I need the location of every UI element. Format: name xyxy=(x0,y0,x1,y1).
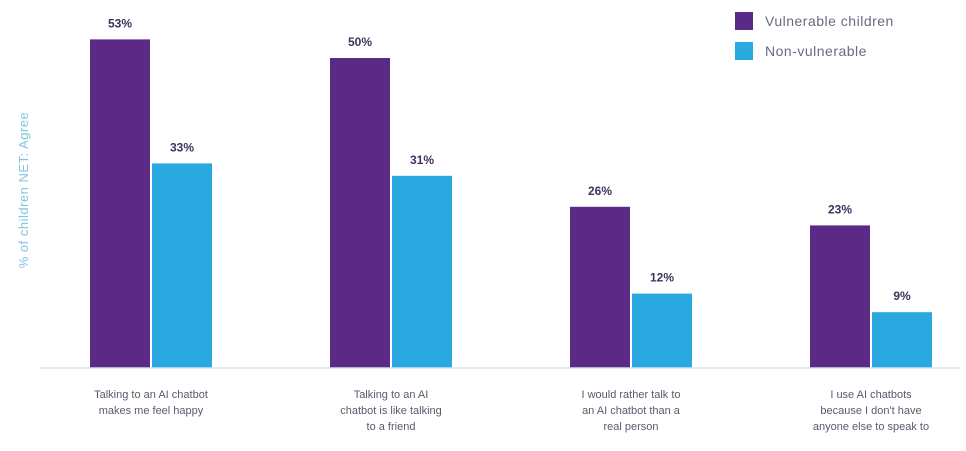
value-label-vulnerable-1: 53% xyxy=(108,16,132,30)
legend: Vulnerable children Non-vulnerable xyxy=(735,12,894,60)
bar-vulnerable-3 xyxy=(570,206,630,368)
value-label-non-vulnerable-4: 9% xyxy=(893,289,911,303)
legend-swatch-2 xyxy=(735,42,753,60)
value-label-vulnerable-2: 50% xyxy=(348,35,372,49)
category-label-3-line-1: I would rather talk to xyxy=(581,389,680,401)
category-label-4-line-3: anyone else to speak to xyxy=(813,421,929,433)
value-label-non-vulnerable-2: 31% xyxy=(410,153,434,167)
bar-vulnerable-1 xyxy=(90,39,150,369)
category-label-1-line-2: makes me feel happy xyxy=(99,405,204,417)
category-label-2-line-1: Talking to an AI xyxy=(354,389,429,401)
bar-non-vulnerable-2 xyxy=(392,175,452,368)
value-label-non-vulnerable-1: 33% xyxy=(170,140,194,154)
legend-swatch-1 xyxy=(735,12,753,30)
category-label-3-line-2: an AI chatbot than a xyxy=(582,405,681,417)
value-label-vulnerable-3: 26% xyxy=(588,184,612,198)
bar-non-vulnerable-4 xyxy=(872,312,932,368)
bar-vulnerable-2 xyxy=(330,58,390,368)
value-label-vulnerable-4: 23% xyxy=(828,202,852,216)
category-label-1-line-1: Talking to an AI chatbot xyxy=(94,389,208,401)
category-label-2-line-2: chatbot is like talking xyxy=(340,405,442,417)
bars: 53% 50% 26% 23% 33% 31% 12% 9% xyxy=(90,16,932,369)
bar-non-vulnerable-3 xyxy=(632,293,692,368)
category-label-4-line-2: because I don't have xyxy=(820,405,921,417)
y-axis-label: % of children NET: Agree xyxy=(16,112,31,269)
bar-non-vulnerable-1 xyxy=(152,163,212,368)
legend-label-1: Vulnerable children xyxy=(765,13,894,29)
category-label-2-line-3: to a friend xyxy=(367,421,416,433)
category-label-4-line-1: I use AI chatbots xyxy=(830,389,912,401)
legend-label-2: Non-vulnerable xyxy=(765,43,867,59)
category-labels: Talking to an AI chatbot makes me feel ha… xyxy=(94,389,929,433)
category-label-3-line-3: real person xyxy=(603,421,658,433)
value-label-non-vulnerable-3: 12% xyxy=(650,271,674,285)
bar-vulnerable-4 xyxy=(810,225,870,368)
